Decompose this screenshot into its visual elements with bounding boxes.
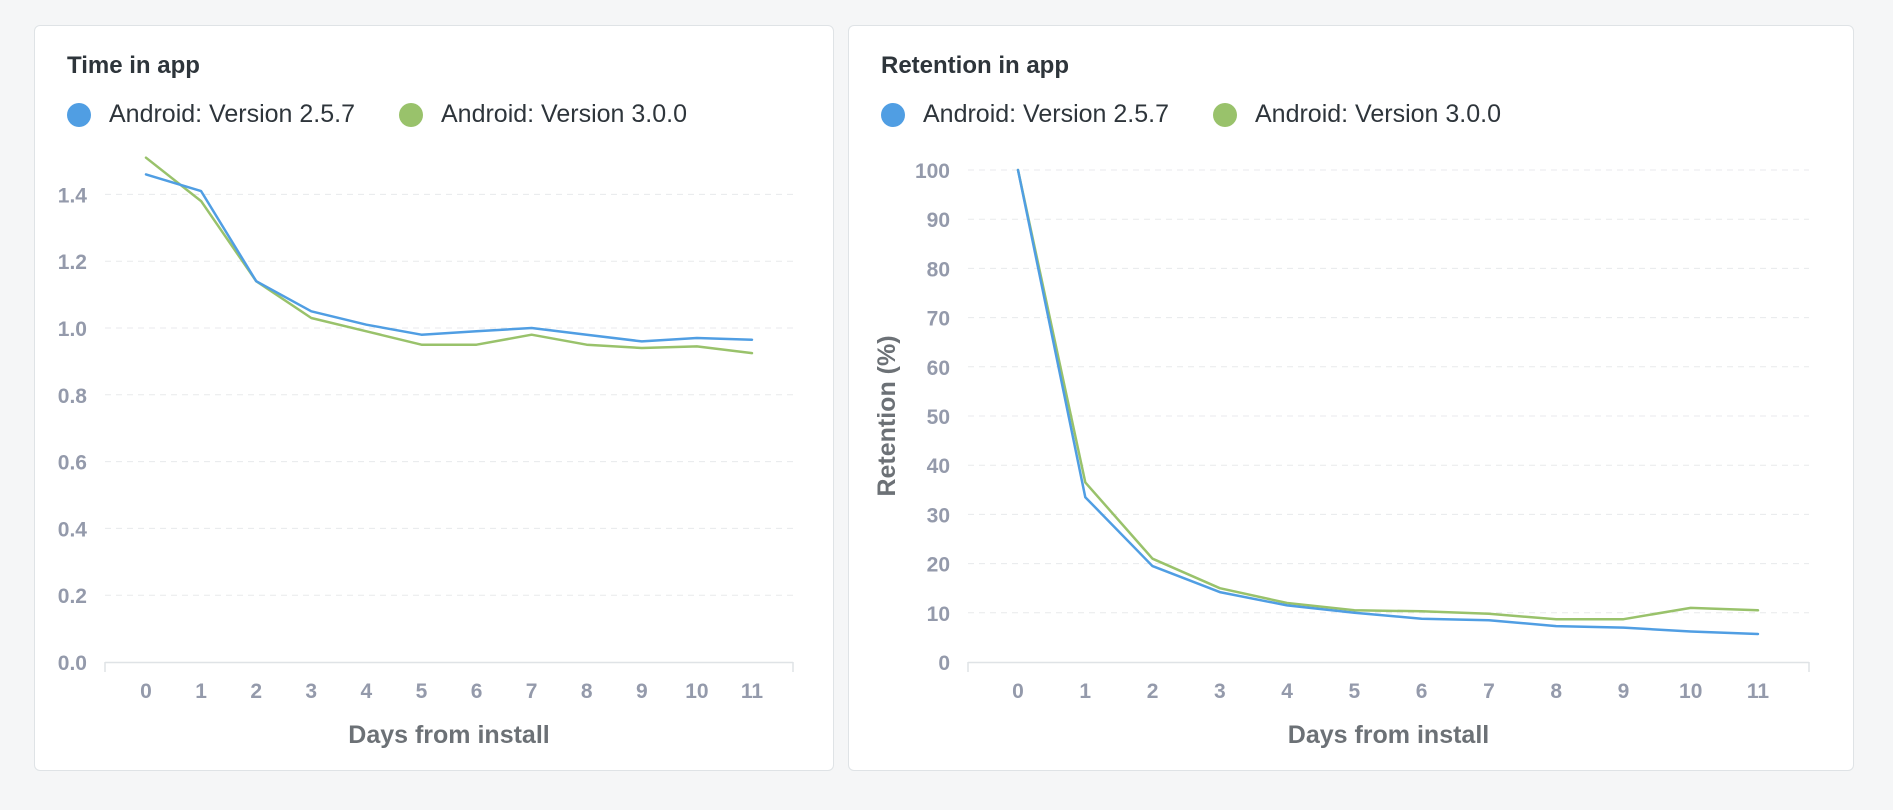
x-tick-label: 1 [1079,680,1091,703]
legend-dot-icon [67,102,91,127]
y-tick-label: 40 [927,455,950,478]
legend-label: Android: Version 2.5.7 [923,100,1169,128]
x-tick-label: 7 [1483,680,1495,703]
x-axis-title: Days from install [1288,721,1489,749]
x-tick-label: 4 [1281,680,1293,703]
y-tick-label: 0.6 [58,452,87,475]
chart-card-time-in-app: Time in app Android: Version 2.5.7 Andro… [34,25,834,771]
x-tick-label: 0 [1012,680,1024,703]
x-tick-label: 6 [1416,680,1428,703]
y-tick-label: 60 [927,357,950,380]
y-tick-label: 0 [938,652,950,675]
x-tick-label: 10 [1679,680,1702,703]
x-tick-label: 3 [1214,680,1226,703]
x-tick-label: 2 [250,680,262,703]
legend-item-series-a[interactable]: Android: Version 2.5.7 [881,100,1169,129]
y-tick-label: 20 [927,554,950,577]
series-line-version-3-0-0 [144,156,754,355]
y-tick-label: 1.2 [58,251,87,274]
chart-card-retention-in-app: Retention in app Android: Version 2.5.7 … [848,25,1854,771]
y-tick-label: 0.8 [58,385,88,408]
series-line-version-2-5-7 [144,173,754,343]
y-tick-label: 1.4 [58,184,88,207]
x-axis-title: Days from install [348,721,549,749]
x-tick-label: 9 [636,680,648,703]
y-tick-label: 1.0 [58,318,87,341]
x-tick-label: 5 [1349,680,1361,703]
x-tick-label: 10 [685,680,708,703]
y-tick-label: 30 [927,504,950,527]
y-tick-label: 80 [927,258,950,281]
y-axis-title: Retention (%) [873,335,901,496]
x-tick-label: 8 [1550,680,1562,703]
legend-item-series-b[interactable]: Android: Version 3.0.0 [399,100,687,129]
chart-title[interactable]: Retention in app [881,52,1069,79]
y-tick-label: 0.4 [58,518,88,541]
y-tick-label: 0.2 [58,585,87,608]
series-line-version-2-5-7 [1016,168,1760,636]
x-tick-label: 5 [416,680,428,703]
line-chart-retention-in-app[interactable]: 0 10 20 30 40 50 60 70 80 90 100 0 1 2 3 4 5 6 7 8 9 10 11 Days… [849,26,1854,771]
x-tick-label: 6 [471,680,483,703]
x-tick-label: 3 [305,680,317,703]
chart-title[interactable]: Time in app [67,52,200,79]
chart-legend: Android: Version 2.5.7 Android: Version … [67,100,731,129]
y-tick-label: 70 [927,308,950,331]
x-tick-label: 8 [581,680,593,703]
x-tick-label: 9 [1618,680,1630,703]
series-line-version-3-0-0 [1016,168,1760,621]
legend-label: Android: Version 3.0.0 [1255,100,1501,128]
y-tick-label: 90 [927,209,950,232]
y-tick-label: 10 [927,603,950,626]
legend-label: Android: Version 2.5.7 [109,100,355,128]
legend-item-series-a[interactable]: Android: Version 2.5.7 [67,100,355,129]
x-tick-label: 0 [140,680,152,703]
legend-dot-icon [1213,102,1237,127]
chart-legend: Android: Version 2.5.7 Android: Version … [881,100,1545,129]
line-chart-time-in-app[interactable]: 0.0 0.2 0.4 0.6 0.8 1.0 1.2 1.4 0 1 2 3 4 5 6 7 8 9 10 11 Da… [35,26,834,771]
x-tick-label: 11 [1747,680,1770,703]
y-tick-label: 100 [915,160,950,183]
x-tick-label: 2 [1147,680,1159,703]
x-tick-label: 11 [741,680,764,703]
legend-item-series-b[interactable]: Android: Version 3.0.0 [1213,100,1501,129]
legend-dot-icon [881,102,905,127]
legend-dot-icon [399,102,423,127]
legend-label: Android: Version 3.0.0 [441,100,687,128]
y-tick-label: 0.0 [58,652,87,675]
x-tick-label: 1 [195,680,207,703]
x-tick-label: 7 [526,680,538,703]
x-tick-label: 4 [361,680,373,703]
y-tick-label: 50 [927,406,950,429]
